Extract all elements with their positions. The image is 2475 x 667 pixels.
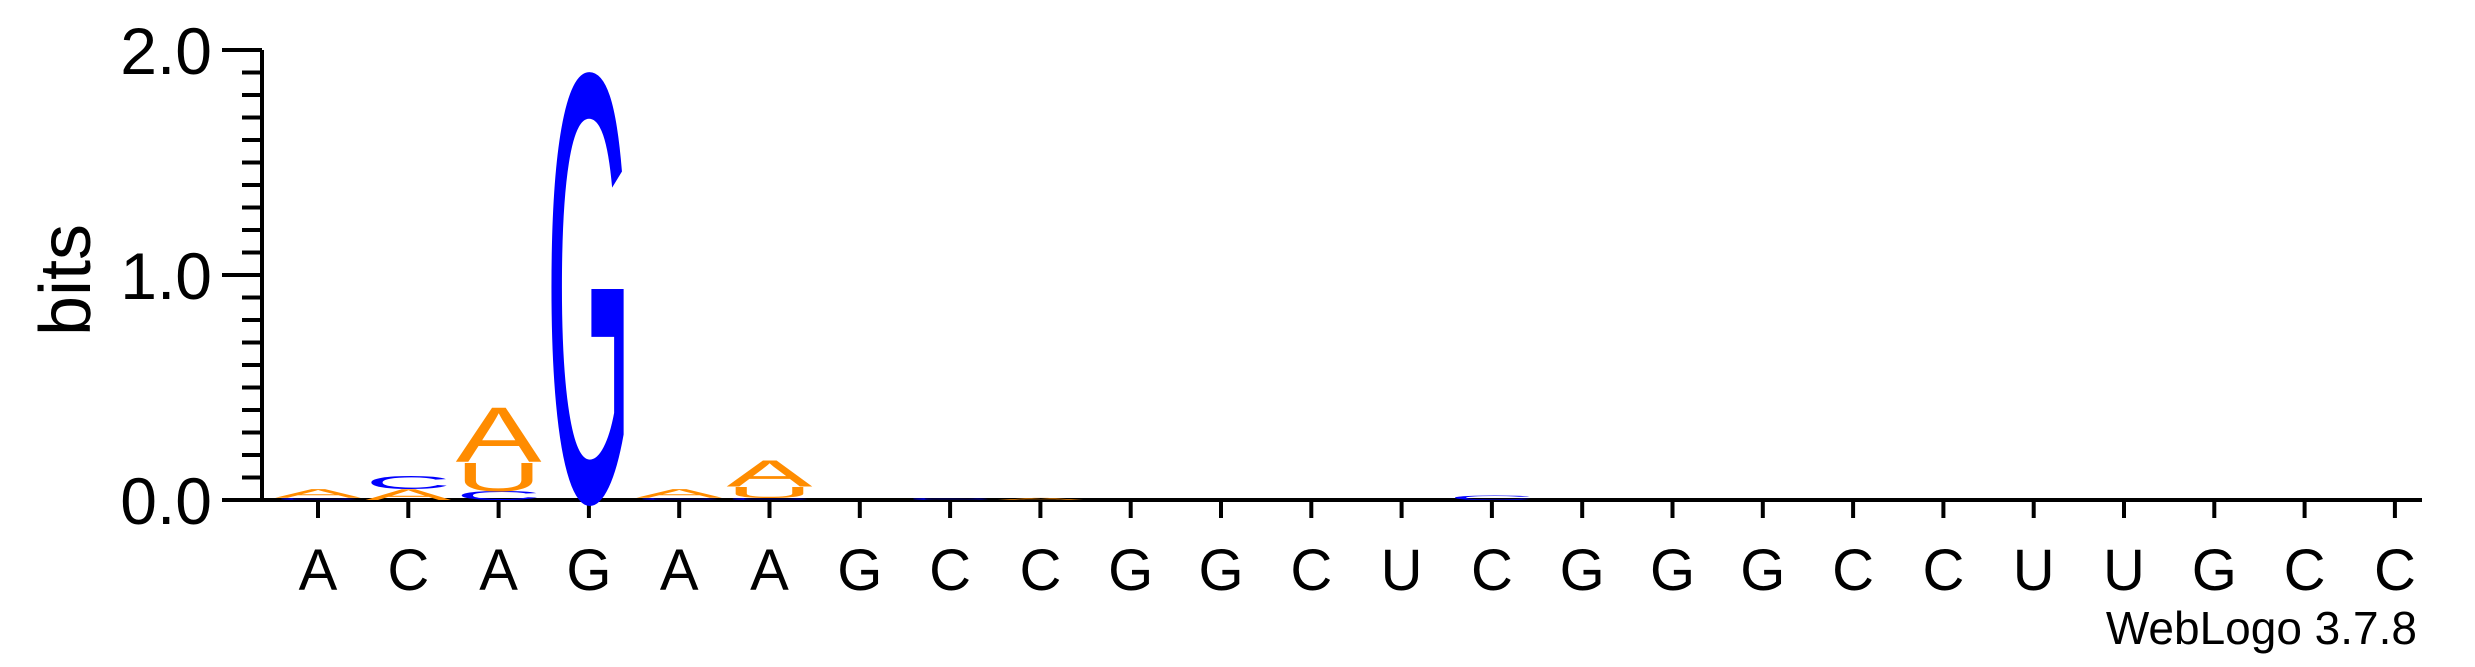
logo-letter: C bbox=[275, 497, 361, 501]
y-tick-label: 0.0 bbox=[120, 464, 212, 538]
x-tick-label: C bbox=[387, 538, 429, 603]
logo-letter: C bbox=[727, 497, 813, 501]
x-tick-label: C bbox=[929, 538, 971, 603]
logo-letter: A bbox=[636, 486, 722, 500]
x-tick-label: G bbox=[2192, 538, 2237, 603]
x-tick-label: U bbox=[2103, 538, 2145, 603]
x-tick-label: G bbox=[566, 538, 611, 603]
logo-letter: C bbox=[907, 497, 993, 501]
x-tick-label: U bbox=[1381, 538, 1423, 603]
logo-letter: U bbox=[727, 484, 813, 502]
logo-letter: A bbox=[727, 453, 814, 495]
x-tick-label: G bbox=[1108, 538, 1153, 603]
x-tick-label: U bbox=[2013, 538, 2055, 603]
x-tick-label: C bbox=[1290, 538, 1332, 603]
x-tick-label: C bbox=[2284, 538, 2326, 603]
x-tick-label: G bbox=[1650, 538, 1695, 603]
y-tick-label: 2.0 bbox=[120, 14, 212, 88]
x-tick-label: G bbox=[1740, 538, 1785, 603]
logo-letter: C bbox=[636, 497, 722, 501]
logo-letter: C bbox=[365, 472, 451, 493]
logo-letter: G bbox=[546, 0, 632, 631]
x-tick-label: C bbox=[1471, 538, 1513, 603]
y-axis-label: bits bbox=[26, 224, 106, 336]
logo-letter: U bbox=[456, 454, 542, 500]
x-tick-label: C bbox=[2374, 538, 2416, 603]
credit-label: WebLogo 3.7.8 bbox=[2106, 602, 2417, 654]
x-tick-label: A bbox=[479, 538, 518, 603]
logo-letter: A bbox=[997, 497, 1083, 501]
x-tick-label: G bbox=[1560, 538, 1605, 603]
logo-letter: C bbox=[1449, 494, 1535, 501]
x-tick-label: C bbox=[1832, 538, 1874, 603]
y-tick-label: 1.0 bbox=[120, 239, 212, 313]
x-tick-label: C bbox=[1922, 538, 1964, 603]
x-tick-label: A bbox=[750, 538, 789, 603]
x-tick-label: G bbox=[837, 538, 882, 603]
logo-letter: C bbox=[456, 489, 542, 503]
axes: 0.01.02.0A C A G A A G C C G G C U C G G G C C U U G C C bbox=[120, 14, 2422, 603]
logo-letter: A bbox=[456, 390, 542, 478]
logo-letter: A bbox=[365, 486, 452, 503]
x-tick-label: C bbox=[1019, 538, 1061, 603]
x-tick-label: A bbox=[299, 538, 338, 603]
x-tick-label: A bbox=[660, 538, 699, 603]
logo-letter: A bbox=[275, 486, 361, 500]
x-tick-label: G bbox=[1198, 538, 1243, 603]
